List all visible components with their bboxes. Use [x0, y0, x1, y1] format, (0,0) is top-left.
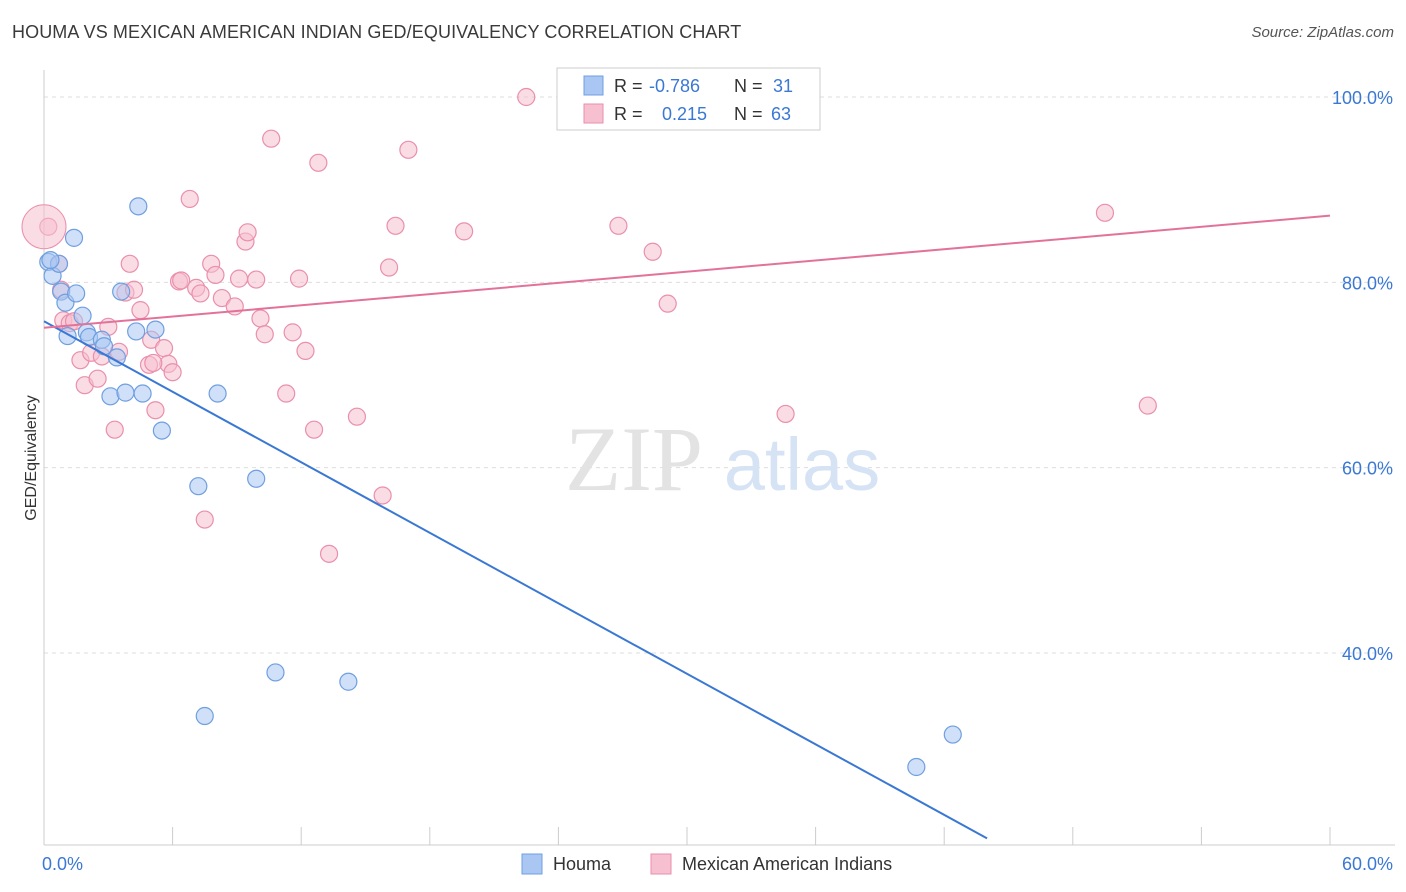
chart-title: HOUMA VS MEXICAN AMERICAN INDIAN GED/EQU…: [12, 22, 742, 42]
data-point: [146, 401, 165, 420]
y-tick-label: 80.0%: [1342, 273, 1393, 293]
data-point: [289, 269, 309, 288]
data-point: [112, 282, 131, 301]
data-point: [1138, 396, 1157, 415]
data-point: [247, 270, 266, 289]
data-point: [943, 725, 962, 744]
watermark-zip: ZIP: [565, 408, 703, 510]
legend-houma-label: Houma: [553, 854, 612, 874]
mai-r-value: 0.215: [662, 104, 707, 124]
legend-houma-swatch: [521, 853, 543, 875]
data-point: [238, 223, 257, 242]
houma-n-value: 31: [773, 76, 793, 96]
data-point: [189, 477, 208, 496]
data-point: [64, 228, 84, 247]
data-point: [379, 258, 399, 277]
data-point: [195, 510, 214, 529]
y-tick-label: 60.0%: [1342, 459, 1393, 479]
trend-lines: [43, 214, 1331, 840]
data-point: [454, 222, 474, 241]
data-point: [180, 189, 199, 209]
houma-swatch: [583, 75, 604, 96]
houma-r-label: R =: [614, 76, 643, 96]
data-point: [127, 322, 146, 341]
source-credit: Source: ZipAtlas.com: [1251, 24, 1394, 41]
data-point: [229, 269, 249, 288]
grid-lines: [44, 96, 1395, 654]
data-point: [251, 309, 270, 328]
data-point: [339, 672, 358, 691]
data-point: [643, 242, 662, 261]
series-legend: Houma Mexican American Indians: [521, 853, 892, 875]
data-point: [133, 384, 152, 403]
data-point: [1095, 203, 1115, 222]
data-point: [319, 544, 339, 563]
data-point: [206, 265, 225, 285]
data-point: [262, 129, 281, 148]
y-axis-title: GED/Equivalency: [23, 395, 40, 520]
data-point: [120, 254, 139, 273]
x-tick-label: 0.0%: [42, 854, 83, 874]
houma-trend-line: [43, 320, 988, 840]
data-point: [347, 407, 367, 426]
data-point: [386, 216, 405, 235]
mai-n-value: 63: [771, 104, 791, 124]
data-point: [116, 383, 135, 402]
legend-mai-label: Mexican American Indians: [682, 854, 892, 874]
data-point: [266, 663, 285, 682]
data-point: [146, 320, 165, 339]
data-point: [152, 421, 171, 440]
data-point: [907, 757, 926, 777]
data-point: [399, 140, 418, 159]
tick-labels: 40.0% 60.0% 80.0% 100.0% 0.0% 60.0%: [42, 88, 1393, 874]
series-houma: [39, 197, 962, 777]
data-point: [163, 363, 182, 382]
data-point: [41, 250, 60, 270]
data-point: [154, 339, 174, 358]
data-point: [105, 420, 124, 439]
x-tick-label: 60.0%: [1342, 854, 1393, 874]
mai-n-label: N =: [734, 104, 763, 124]
data-point: [609, 216, 628, 235]
data-point: [309, 153, 328, 172]
mai-swatch: [583, 103, 604, 124]
data-point: [144, 353, 163, 373]
data-point: [73, 306, 92, 325]
data-point: [304, 420, 324, 439]
y-tick-label: 40.0%: [1342, 644, 1393, 664]
watermark: ZIP atlas: [565, 408, 880, 510]
data-point: [88, 369, 107, 388]
data-point: [101, 387, 120, 406]
stats-legend-box: R = -0.786 N = 31 R = 0.215 N = 63: [556, 67, 821, 131]
data-point: [373, 486, 392, 505]
data-point: [255, 325, 274, 344]
data-point: [517, 87, 536, 107]
data-point: [283, 323, 302, 342]
data-point: [131, 301, 150, 320]
mai-r-label: R =: [614, 104, 643, 124]
data-point-cluster: [21, 204, 67, 250]
mai-trend-line: [43, 214, 1331, 329]
data-point: [191, 284, 210, 303]
data-point: [212, 288, 231, 308]
data-point: [195, 706, 214, 726]
watermark-atlas: atlas: [724, 423, 880, 506]
data-point: [247, 469, 266, 488]
houma-r-value: -0.786: [649, 76, 700, 96]
houma-n-label: N =: [734, 76, 763, 96]
axes: [43, 70, 1395, 846]
legend-mai-swatch: [650, 853, 672, 875]
data-point: [67, 284, 86, 303]
data-point: [129, 197, 148, 216]
data-point: [172, 271, 191, 290]
data-point: [658, 294, 677, 313]
y-tick-label: 100.0%: [1332, 88, 1393, 108]
data-point: [776, 404, 795, 424]
data-point: [208, 384, 227, 403]
data-point: [296, 341, 315, 361]
data-point: [277, 384, 296, 403]
